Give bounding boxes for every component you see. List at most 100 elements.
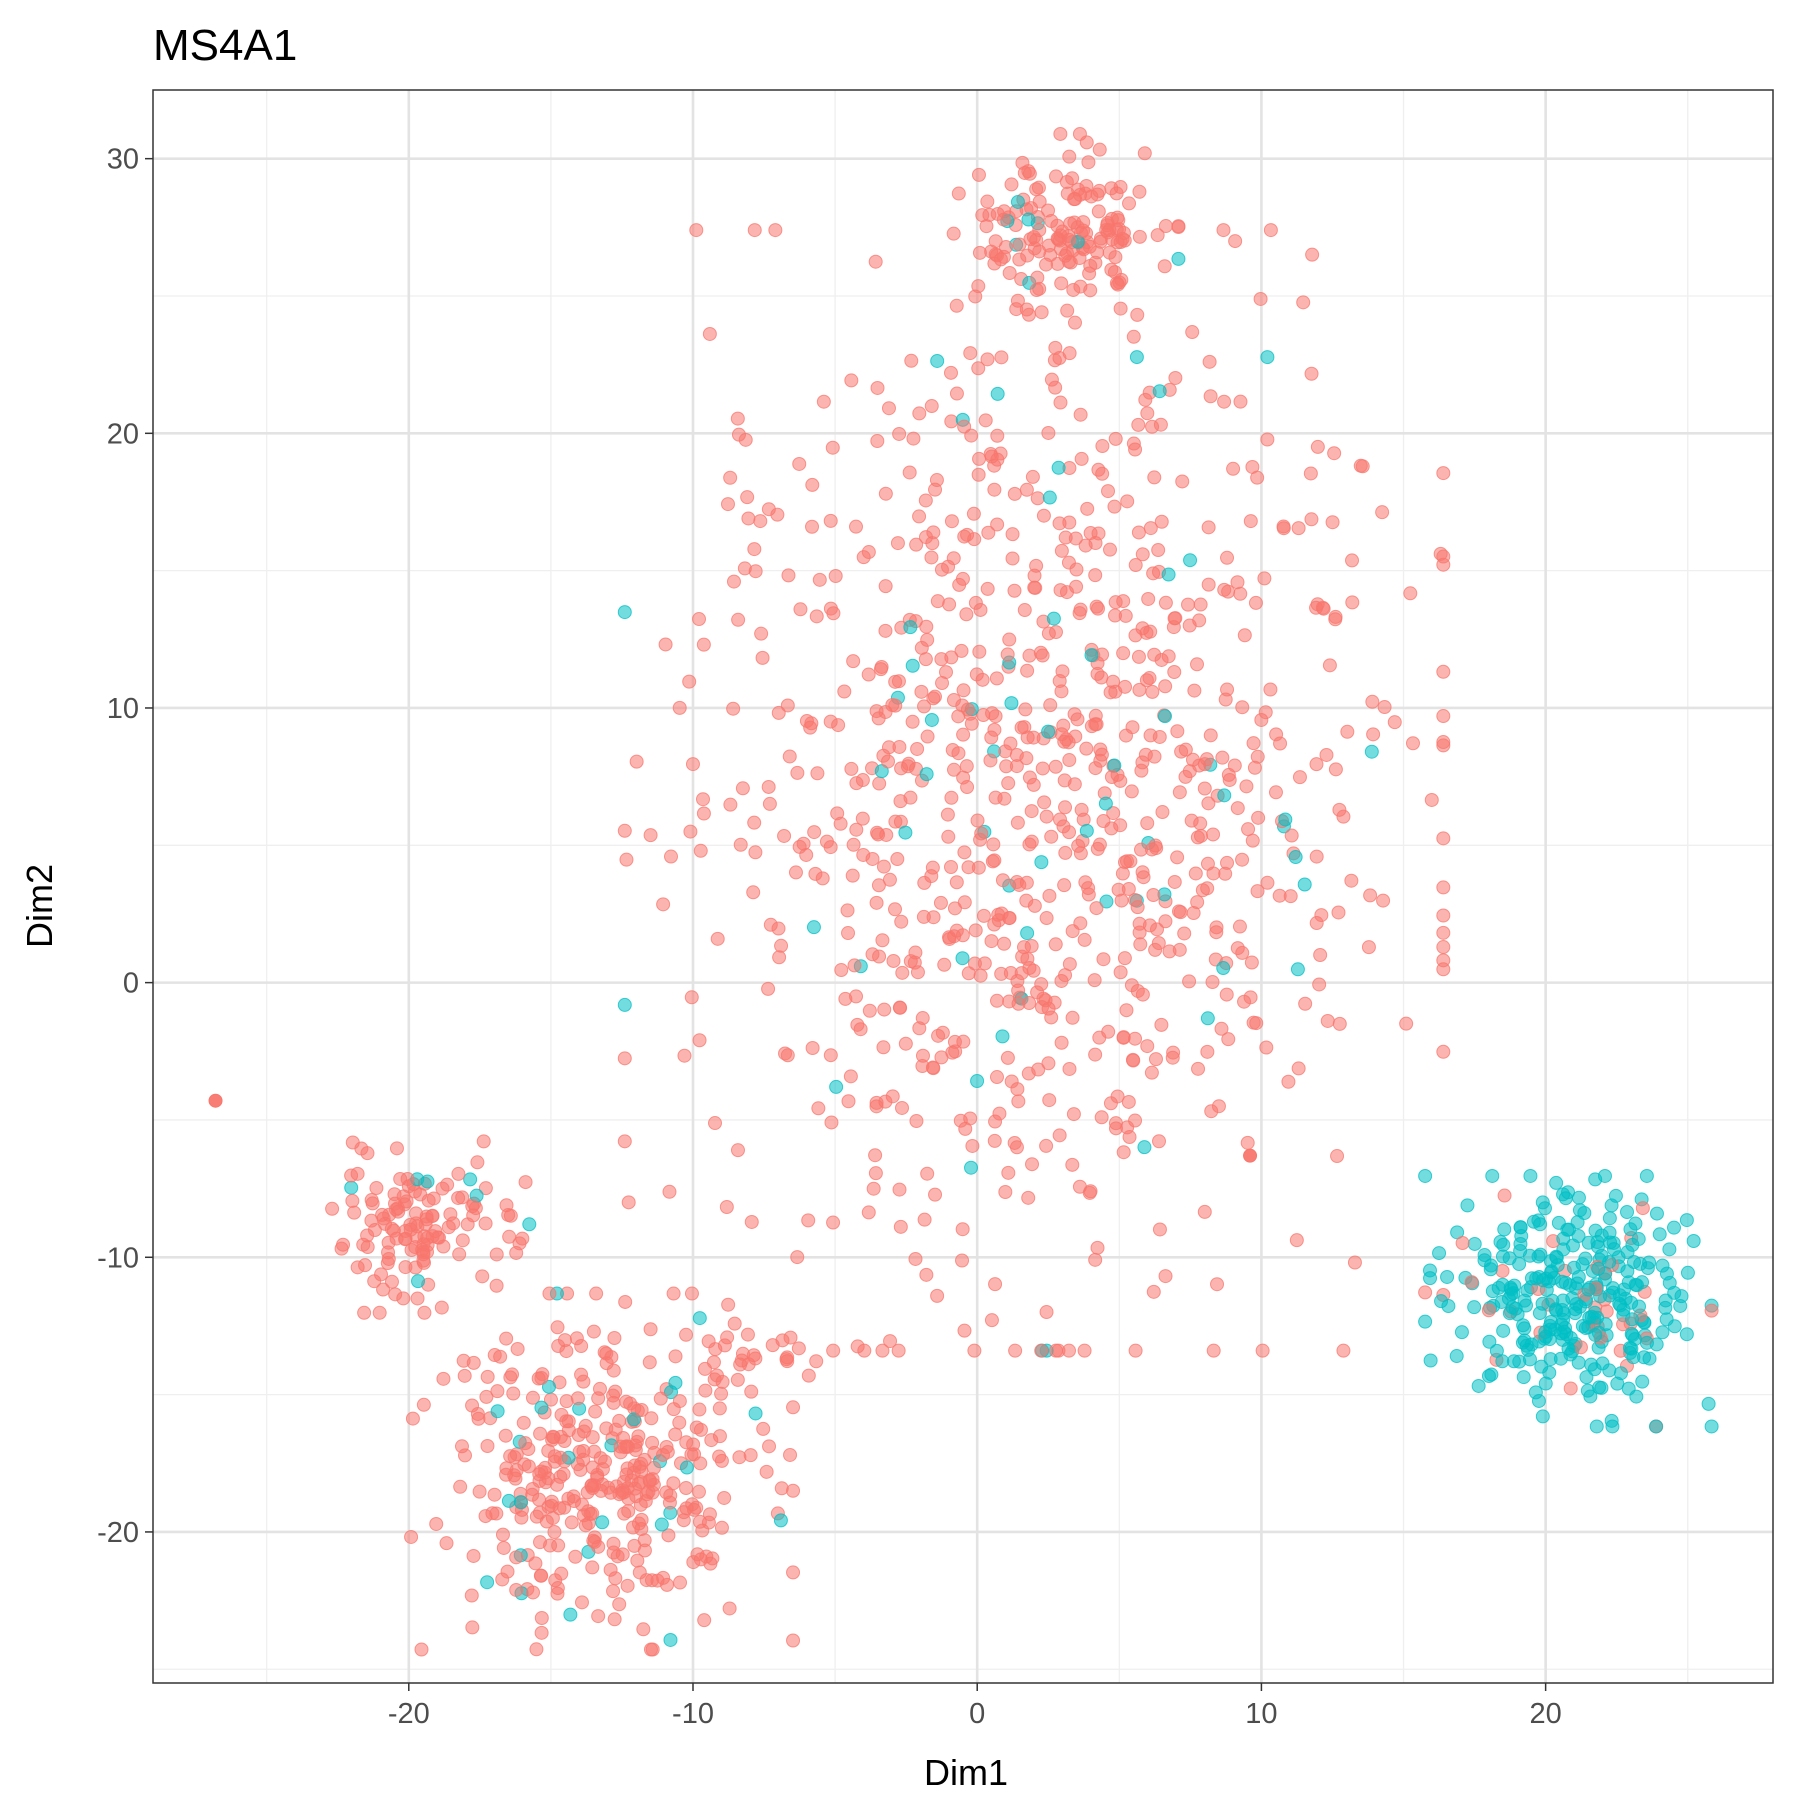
data-point: [1107, 758, 1122, 773]
data-point: [892, 1000, 907, 1015]
data-point: [917, 1212, 932, 1227]
data-point: [668, 1375, 683, 1390]
data-point: [1170, 850, 1185, 865]
data-point: [1581, 1282, 1596, 1297]
data-point: [668, 1427, 683, 1442]
data-point: [398, 1260, 413, 1275]
data-point: [1533, 1217, 1548, 1232]
data-point: [1004, 696, 1019, 711]
data-point: [870, 380, 885, 395]
data-point: [920, 1166, 935, 1181]
data-point: [881, 754, 896, 769]
data-point: [643, 828, 658, 843]
data-point: [991, 907, 1006, 922]
data-point: [977, 956, 992, 971]
data-point: [1154, 514, 1169, 529]
data-point: [1517, 1321, 1532, 1336]
data-point: [971, 860, 986, 875]
data-point: [1571, 1355, 1586, 1370]
data-point: [1103, 685, 1118, 700]
data-point: [1053, 395, 1068, 410]
data-point: [1054, 973, 1069, 988]
data-point: [533, 1535, 548, 1550]
data-point: [1034, 977, 1049, 992]
data-point: [810, 766, 825, 781]
data-point: [626, 1520, 641, 1535]
data-point: [1209, 925, 1224, 940]
data-point: [1074, 802, 1089, 817]
data-point: [849, 822, 864, 837]
data-point: [1639, 1335, 1654, 1350]
data-point: [465, 1199, 480, 1214]
data-point: [1620, 1264, 1635, 1279]
data-point: [1288, 850, 1303, 865]
data-point: [792, 839, 807, 854]
data-point: [410, 1291, 425, 1306]
data-point: [509, 1582, 524, 1597]
data-point: [480, 1369, 495, 1384]
data-point: [1276, 521, 1291, 536]
data-point: [967, 1343, 982, 1358]
plot-title: MS4A1: [153, 21, 297, 70]
data-point: [1074, 451, 1089, 466]
data-point: [1113, 301, 1128, 316]
data-point: [501, 1493, 516, 1508]
data-point: [357, 1305, 372, 1320]
data-point: [1022, 960, 1037, 975]
data-point: [1246, 736, 1261, 751]
data-point: [995, 873, 1010, 888]
data-point: [1332, 802, 1347, 817]
data-point: [1053, 126, 1068, 141]
data-point: [1139, 625, 1154, 640]
data-point: [1248, 595, 1263, 610]
data-point: [1052, 516, 1067, 531]
data-point: [1000, 1050, 1015, 1065]
data-point: [645, 1472, 660, 1487]
data-point: [1035, 761, 1050, 776]
data-point: [1027, 898, 1042, 913]
data-point: [1044, 372, 1059, 387]
data-point: [928, 1187, 943, 1202]
data-point: [518, 1175, 533, 1190]
data-point: [455, 1190, 470, 1205]
data-point: [873, 662, 888, 677]
data-point: [1319, 747, 1334, 762]
data-point: [1128, 558, 1143, 573]
data-point: [1102, 223, 1117, 238]
data-point: [676, 1513, 691, 1528]
data-point: [1250, 884, 1265, 899]
data-point: [1078, 538, 1093, 553]
data-point: [702, 1507, 717, 1522]
data-point: [930, 1288, 945, 1303]
data-point: [1304, 512, 1319, 527]
data-point: [1496, 1237, 1511, 1252]
data-point: [487, 1487, 502, 1502]
data-point: [1205, 975, 1220, 990]
data-point: [1423, 1271, 1438, 1286]
data-point: [591, 1609, 606, 1624]
data-point: [998, 1185, 1013, 1200]
data-point: [878, 579, 893, 594]
data-point: [1158, 679, 1173, 694]
data-point: [1157, 259, 1172, 274]
data-point: [687, 1502, 702, 1517]
data-point: [872, 776, 887, 791]
data-point: [405, 1411, 420, 1426]
data-point: [1347, 1255, 1362, 1270]
data-point: [980, 194, 995, 209]
data-point: [987, 1133, 1002, 1148]
data-point: [1137, 1140, 1152, 1155]
data-point: [1022, 837, 1037, 852]
data-point: [457, 1368, 472, 1383]
data-point: [1190, 657, 1205, 672]
data-point: [1309, 757, 1324, 772]
data-point: [1007, 583, 1022, 598]
data-point: [1028, 580, 1043, 595]
data-point: [1025, 1157, 1040, 1172]
data-point: [924, 399, 939, 414]
data-point: [654, 1517, 669, 1532]
data-point: [1039, 1138, 1054, 1153]
data-point: [792, 456, 807, 471]
data-point: [480, 1575, 495, 1590]
data-point: [762, 1439, 777, 1454]
